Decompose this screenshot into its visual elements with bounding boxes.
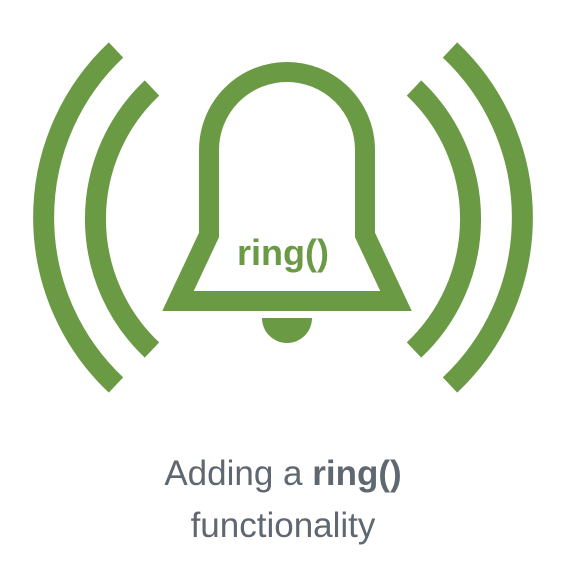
right-sound-waves	[406, 42, 533, 393]
ringing-bell-illustration: ring()	[33, 42, 533, 393]
left-outer-wave	[33, 42, 124, 393]
left-inner-wave	[85, 80, 160, 358]
left-sound-waves	[33, 42, 160, 393]
right-outer-wave	[442, 42, 533, 393]
caption-line-2: functionality	[190, 506, 376, 545]
caption-prefix: Adding a	[164, 454, 303, 493]
bell-label: ring()	[237, 232, 329, 273]
caption-code: ring()	[312, 454, 402, 493]
bell-body	[162, 62, 412, 311]
right-inner-wave	[406, 80, 481, 358]
caption: Adding a ring() functionality	[0, 448, 566, 552]
bell-clapper	[262, 318, 312, 343]
caption-line-1: Adding a ring()	[0, 448, 566, 500]
bell-icon: ring()	[162, 62, 412, 343]
